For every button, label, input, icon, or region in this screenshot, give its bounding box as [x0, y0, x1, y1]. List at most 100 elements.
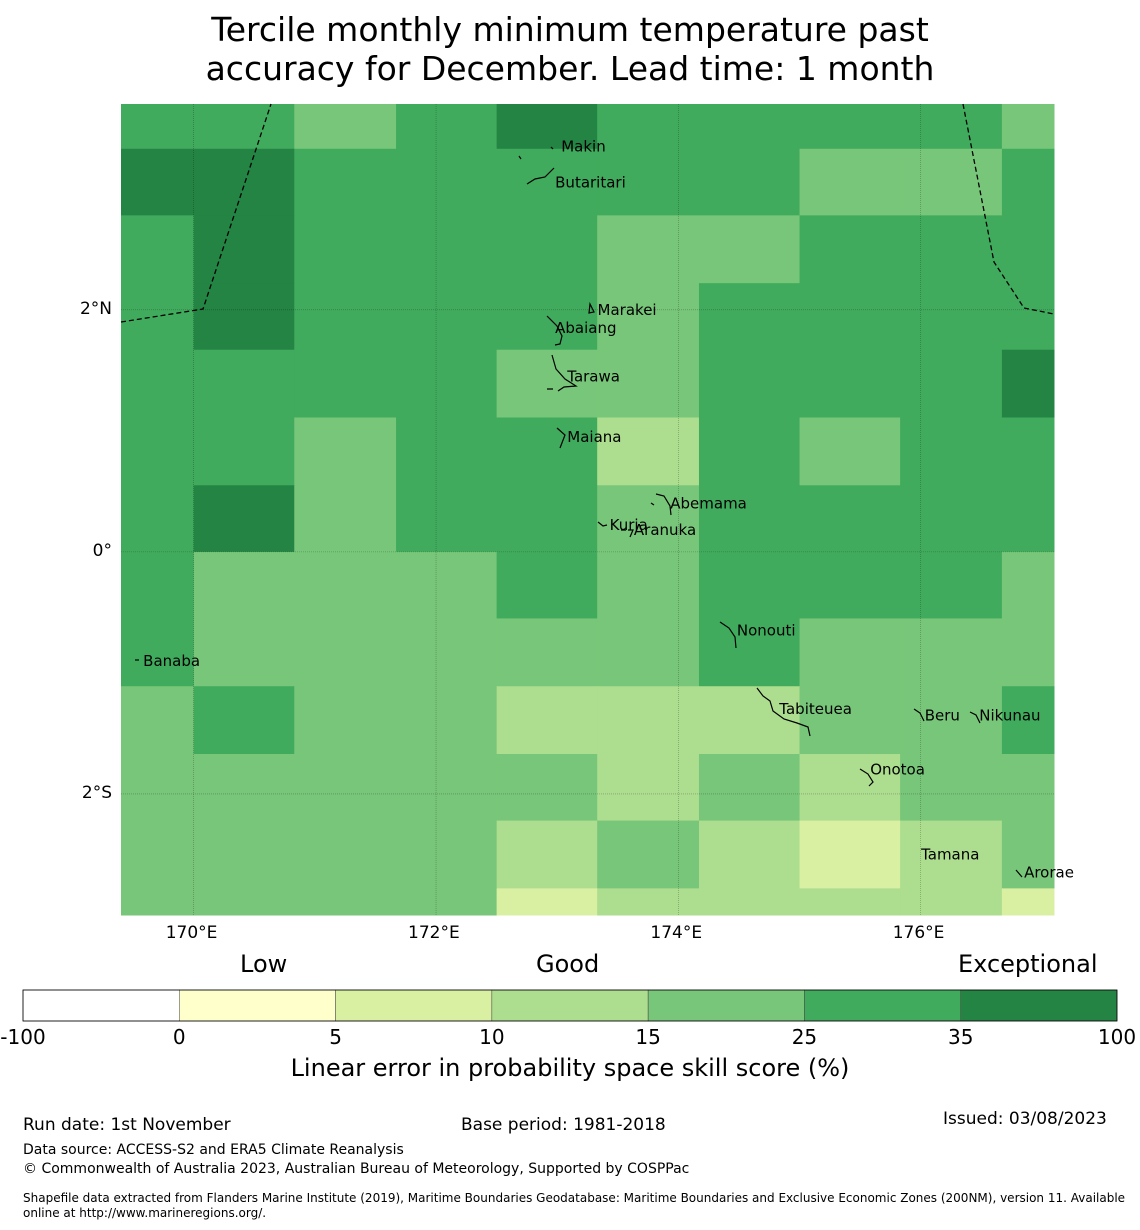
colorbar: [22, 989, 1118, 1022]
grid-cell: [799, 417, 901, 486]
grid-cell: [698, 485, 801, 553]
grid-cell: [597, 888, 700, 916]
skill-grid: [121, 104, 1055, 916]
grid-cell: [396, 417, 498, 486]
run-date: Run date: 1st November: [23, 1115, 231, 1135]
grid-cell: [1001, 485, 1055, 553]
grid-cell: [496, 148, 598, 216]
grid-cell: [1001, 417, 1055, 486]
grid-cell: [900, 283, 1003, 351]
grid-cell: [193, 888, 295, 916]
island-label-abemama: Abemama: [670, 494, 747, 512]
grid-cell: [900, 215, 1003, 284]
grid-cell: [799, 283, 901, 351]
colorbar-tick-label: 35: [947, 1025, 974, 1049]
island-label-beru: Beru: [925, 706, 960, 724]
grid-cell: [1001, 283, 1055, 351]
category-good: Good: [536, 950, 600, 978]
island-label-tabiteuea: Tabiteuea: [778, 700, 852, 718]
grid-cell: [193, 820, 295, 889]
grid-cell: [294, 485, 397, 553]
title-line-2: accuracy for December. Lead time: 1 mont…: [205, 49, 935, 88]
grid-cell: [496, 485, 598, 553]
grid-cell: [121, 349, 195, 419]
grid-cell: [121, 215, 195, 284]
grid-cell: [597, 349, 700, 419]
data-source: Data source: ACCESS-S2 and ERA5 Climate …: [23, 1142, 404, 1158]
coast-kuria: [597, 521, 608, 527]
island-label-makin: Makin: [561, 137, 606, 155]
base-period: Base period: 1981-2018: [461, 1115, 666, 1135]
grid-cell: [1001, 104, 1055, 150]
grid-cell: [1001, 888, 1055, 916]
eez-boundary-west: [120, 103, 272, 323]
grid-cell: [900, 104, 1003, 150]
grid-cell: [121, 686, 195, 755]
island-label-arorae: Arorae: [1024, 864, 1074, 882]
grid-cell: [900, 148, 1003, 216]
grid-cell: [496, 686, 598, 755]
grid-cell: [496, 618, 598, 687]
graticule: [121, 104, 1054, 915]
grid-cell: [121, 754, 195, 822]
grid-cell: [698, 104, 801, 150]
grid-cell: [396, 618, 498, 687]
colorbar-swatch: [647, 989, 805, 1022]
grid-cell: [698, 888, 801, 916]
colorbar-tick-label: 5: [329, 1025, 342, 1049]
grid-cell: [799, 686, 901, 755]
grid-cell: [799, 618, 901, 687]
grid-cell: [1001, 686, 1055, 755]
grid-cell: [193, 417, 295, 486]
grid-cell: [396, 754, 498, 822]
coast-butaritari: [526, 167, 555, 185]
grid-cell: [121, 148, 195, 216]
island-label-tarawa: Tarawa: [566, 367, 620, 385]
grid-cell: [496, 417, 598, 486]
x-tick-label: 176°E: [892, 923, 945, 943]
island-label-butaritari: Butaritari: [555, 174, 626, 192]
colorbar-swatch: [960, 989, 1118, 1022]
island-label-abaiang: Abaiang: [555, 319, 616, 337]
island-label-tamana: Tamana: [920, 845, 979, 863]
grid-cell: [193, 686, 295, 755]
grid-cell: [597, 820, 700, 889]
coast-tabiteuea: [756, 687, 811, 737]
grid-cell: [900, 349, 1003, 419]
grid-cell: [121, 485, 195, 553]
grid-cell: [396, 551, 498, 619]
island-label-onotoa: Onotoa: [870, 761, 925, 779]
grid-cell: [396, 820, 498, 889]
grid-cell: [294, 551, 397, 619]
grid-cell: [698, 283, 801, 351]
island-label-aranuka: Aranuka: [634, 521, 696, 539]
coast-arorae: [1015, 869, 1023, 878]
grid-cell: [294, 754, 397, 822]
grid-cell: [597, 148, 700, 216]
colorbar-frame: [22, 989, 1118, 1022]
coast-aranuka: [621, 529, 634, 538]
grid-cell: [698, 820, 801, 889]
grid-cell: [396, 485, 498, 553]
grid-cell: [698, 349, 801, 419]
grid-cell: [193, 283, 295, 351]
map-title: Tercile monthly minimum temperature past…: [0, 10, 1140, 88]
grid-cell: [396, 104, 498, 150]
island-coastlines: [135, 146, 1023, 878]
grid-cell: [193, 618, 295, 687]
grid-cell: [396, 148, 498, 216]
grid-cell: [698, 148, 801, 216]
grid-cell: [597, 754, 700, 822]
island-label-banaba: Banaba: [143, 652, 200, 670]
copyright: © Commonwealth of Australia 2023, Austra…: [23, 1161, 690, 1177]
grid-cell: [496, 888, 598, 916]
y-tick-label: 2°S: [81, 782, 112, 803]
grid-cell: [799, 551, 901, 619]
grid-cell: [396, 686, 498, 755]
grid-cell: [900, 618, 1003, 687]
grid-cell: [799, 820, 901, 889]
shapefile-credit: Shapefile data extracted from Flanders M…: [23, 1191, 1126, 1220]
grid-cell: [799, 888, 901, 916]
x-tick-label: 170°E: [165, 923, 218, 943]
grid-cell: [799, 148, 901, 216]
